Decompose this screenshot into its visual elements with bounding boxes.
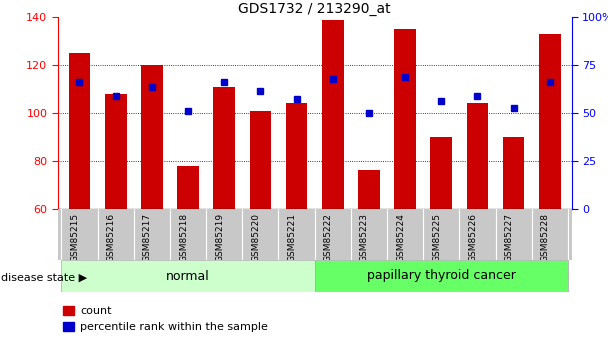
Text: GSM85219: GSM85219 <box>215 213 224 262</box>
Text: GSM85228: GSM85228 <box>541 213 550 262</box>
Bar <box>141 65 163 209</box>
Text: papillary thyroid cancer: papillary thyroid cancer <box>367 269 516 283</box>
Bar <box>466 104 488 209</box>
Text: disease state ▶: disease state ▶ <box>1 273 88 283</box>
Text: GSM85221: GSM85221 <box>288 213 297 262</box>
Bar <box>315 260 568 292</box>
Bar <box>539 34 561 209</box>
Bar <box>503 137 525 209</box>
Text: GSM85224: GSM85224 <box>396 213 405 262</box>
Text: GSM85226: GSM85226 <box>468 213 477 262</box>
Text: GSM85220: GSM85220 <box>251 213 260 262</box>
Text: GSM85222: GSM85222 <box>323 213 333 262</box>
Text: GSM85217: GSM85217 <box>143 213 152 262</box>
Bar <box>69 53 91 209</box>
Text: GSM85225: GSM85225 <box>432 213 441 262</box>
Text: GSM85218: GSM85218 <box>179 213 188 262</box>
Text: GSM85223: GSM85223 <box>360 213 369 262</box>
Bar <box>177 166 199 209</box>
Bar <box>358 170 380 209</box>
Bar <box>213 87 235 209</box>
Bar <box>61 260 315 292</box>
Bar <box>286 104 308 209</box>
Text: normal: normal <box>166 269 210 283</box>
Text: GSM85215: GSM85215 <box>71 213 80 262</box>
Bar <box>105 94 126 209</box>
Title: GDS1732 / 213290_at: GDS1732 / 213290_at <box>238 2 391 16</box>
Text: GSM85227: GSM85227 <box>505 213 514 262</box>
Bar <box>322 20 344 209</box>
Bar <box>394 29 416 209</box>
Bar <box>430 137 452 209</box>
Legend: count, percentile rank within the sample: count, percentile rank within the sample <box>63 306 268 332</box>
Bar <box>249 111 271 209</box>
Text: GSM85216: GSM85216 <box>106 213 116 262</box>
